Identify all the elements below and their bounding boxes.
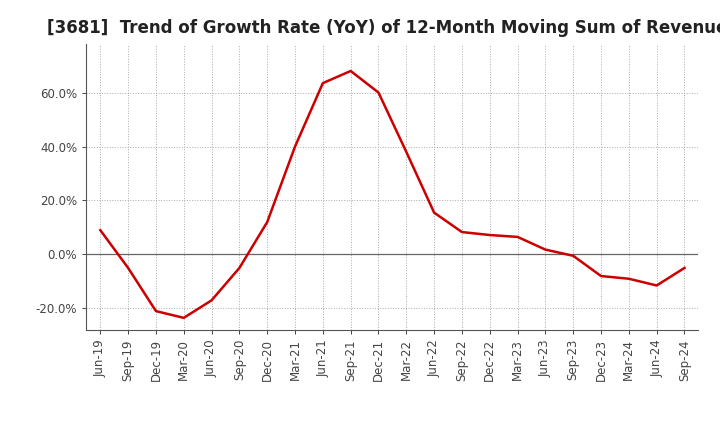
Title: [3681]  Trend of Growth Rate (YoY) of 12-Month Moving Sum of Revenues: [3681] Trend of Growth Rate (YoY) of 12-…	[48, 19, 720, 37]
